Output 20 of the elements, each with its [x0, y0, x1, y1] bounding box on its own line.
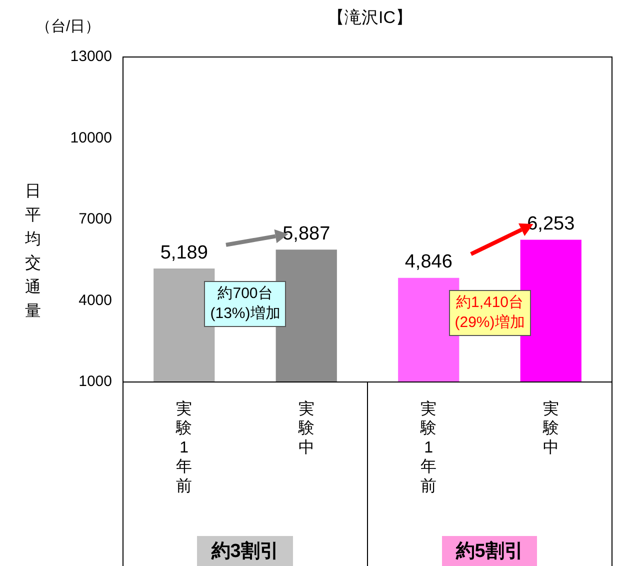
y-tick-label: 10000 — [70, 129, 112, 146]
text: （台/日） — [36, 17, 100, 36]
y-axis-title: 日平均交通量 — [24, 182, 42, 322]
y-tick-label: 4000 — [78, 292, 112, 309]
annotation: 約700台(13%)増加 — [204, 280, 286, 328]
x-tick-label: 実験1年前 — [420, 400, 437, 495]
data-label: 5,887 — [282, 223, 330, 244]
x-tick-label: 実験1年前 — [175, 400, 192, 495]
y-tick-label: 1000 — [78, 373, 112, 390]
data-label: 6,253 — [527, 213, 575, 234]
x-tick-label: 実験中 — [297, 400, 314, 456]
data-label: 4,846 — [404, 252, 452, 273]
text: 約3割引 — [197, 536, 293, 566]
chart-title: 【滝沢IC】 — [326, 7, 414, 29]
x-tick-label: 実験中 — [542, 400, 559, 456]
text: 約5割引 — [442, 536, 538, 566]
data-label: 5,189 — [160, 242, 208, 264]
y-tick-label: 13000 — [70, 48, 112, 66]
y-tick-label: 7000 — [78, 210, 112, 228]
annotation: 約1,410台(29%)増加 — [448, 290, 531, 336]
